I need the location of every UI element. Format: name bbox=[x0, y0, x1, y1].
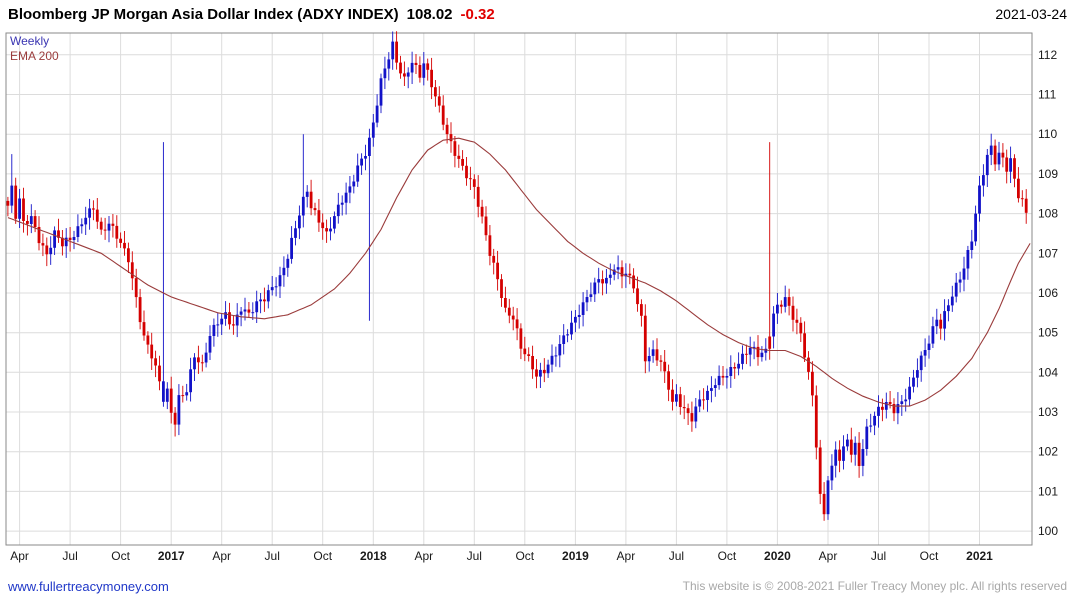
x-tick-label: Oct bbox=[718, 549, 737, 563]
chart-header: Bloomberg JP Morgan Asia Dollar Index (A… bbox=[0, 0, 1075, 28]
legend-weekly-label: Weekly bbox=[10, 34, 50, 48]
ema-200-line bbox=[7, 137, 1031, 407]
x-tick-label: 2018 bbox=[360, 549, 387, 563]
x-tick-label: Jul bbox=[669, 549, 684, 563]
chart-date: 2021-03-24 bbox=[995, 6, 1067, 22]
page-footer: www.fullertreacymoney.com This website i… bbox=[0, 572, 1075, 600]
candles-layer bbox=[6, 31, 1028, 521]
y-tick-label: 112 bbox=[1038, 48, 1057, 62]
x-tick-label: Jul bbox=[265, 549, 280, 563]
x-tick-label: Oct bbox=[515, 549, 534, 563]
x-tick-label: Apr bbox=[617, 549, 636, 563]
x-tick-label: 2021 bbox=[966, 549, 993, 563]
x-tick-label: Oct bbox=[920, 549, 939, 563]
y-tick-label: 103 bbox=[1038, 405, 1058, 419]
x-tick-label: Apr bbox=[10, 549, 29, 563]
title-block: Bloomberg JP Morgan Asia Dollar Index (A… bbox=[8, 6, 495, 23]
x-tick-label: Oct bbox=[111, 549, 130, 563]
ema-line-layer bbox=[7, 137, 1031, 407]
y-tick-label: 111 bbox=[1038, 88, 1057, 102]
y-tick-label: 108 bbox=[1038, 207, 1058, 221]
price-change: -0.32 bbox=[460, 5, 495, 23]
axis-labels-layer: 100 101 102 103 104 105 106 107 108 109 110 111 112 A… bbox=[10, 48, 1058, 563]
grid-layer bbox=[5, 32, 1033, 546]
y-tick-label: 102 bbox=[1038, 445, 1058, 459]
legend-ema-label: EMA 200 bbox=[10, 49, 59, 63]
candlestick-chart: 100 101 102 103 104 105 106 107 108 109 110 111 112 A… bbox=[5, 31, 1058, 563]
x-tick-label: Apr bbox=[819, 549, 838, 563]
y-tick-label: 109 bbox=[1038, 167, 1058, 181]
x-tick-label: 2020 bbox=[764, 549, 791, 563]
chart-area: 100 101 102 103 104 105 106 107 108 109 110 111 112 A… bbox=[0, 28, 1075, 572]
y-tick-label: 107 bbox=[1038, 246, 1058, 260]
plot-border bbox=[5, 32, 1033, 546]
y-tick-label: 110 bbox=[1038, 127, 1057, 141]
chart-title: Bloomberg JP Morgan Asia Dollar Index (A… bbox=[8, 5, 399, 23]
y-tick-label: 106 bbox=[1038, 286, 1058, 300]
x-tick-label: 2019 bbox=[562, 549, 589, 563]
x-tick-label: Jul bbox=[467, 549, 482, 563]
copyright-text: This website is © 2008-2021 Fuller Treac… bbox=[682, 579, 1067, 593]
chart-legend: Weekly EMA 200 bbox=[10, 34, 59, 64]
y-tick-label: 101 bbox=[1038, 484, 1058, 498]
site-link[interactable]: www.fullertreacymoney.com bbox=[8, 578, 169, 594]
y-tick-label: 105 bbox=[1038, 326, 1058, 340]
y-tick-label: 100 bbox=[1038, 524, 1058, 538]
last-price: 108.02 bbox=[406, 5, 453, 23]
x-tick-label: Apr bbox=[212, 549, 231, 563]
x-tick-label: Oct bbox=[313, 549, 332, 563]
x-tick-label: Apr bbox=[414, 549, 433, 563]
x-tick-label: Jul bbox=[62, 549, 77, 563]
x-tick-label: Jul bbox=[871, 549, 886, 563]
x-tick-label: 2017 bbox=[158, 549, 185, 563]
y-tick-label: 104 bbox=[1038, 365, 1058, 379]
